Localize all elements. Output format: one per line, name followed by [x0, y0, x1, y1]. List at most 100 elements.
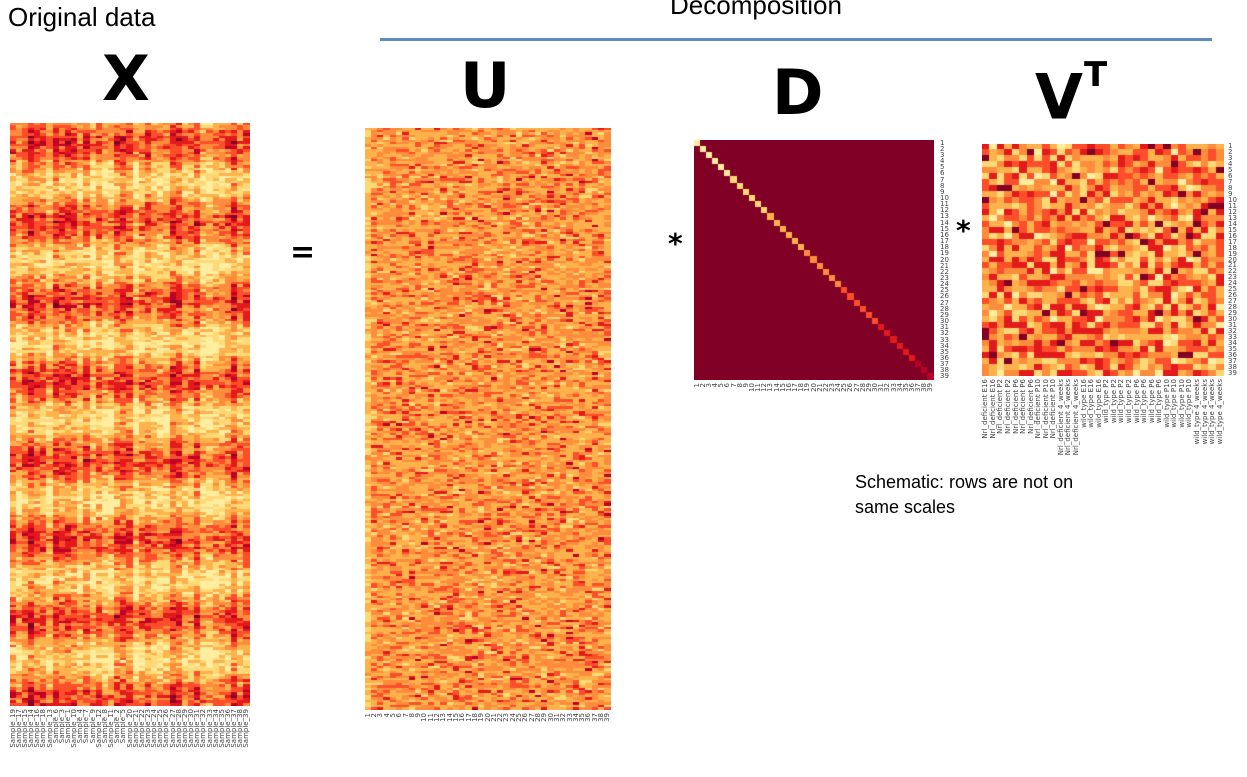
- d-row-label-21: 21: [940, 261, 949, 270]
- vt-row-label-35: 35: [1228, 344, 1237, 353]
- u-col-label-39: 39: [603, 713, 612, 722]
- vt-row-label-14: 14: [1228, 219, 1237, 228]
- d-row-label-29: 29: [940, 310, 949, 319]
- vt-row-label-2: 2: [1228, 148, 1233, 157]
- note-line-1: Schematic: rows are not on: [855, 472, 1074, 492]
- d-row-label-25: 25: [940, 286, 949, 295]
- d-row-label-11: 11: [940, 200, 949, 209]
- schematic-note: Schematic: rows are not on same scales: [855, 470, 1073, 520]
- vt-row-label-26: 26: [1228, 291, 1237, 300]
- d-row-label-37: 37: [940, 360, 949, 369]
- vt-row-label-1: 1: [1228, 142, 1233, 151]
- d-row-label-30: 30: [940, 317, 949, 326]
- d-row-label-5: 5: [940, 163, 945, 172]
- vt-row-label-34: 34: [1228, 338, 1237, 347]
- vt-col-label-4: Nrl_deficient P2: [1003, 379, 1012, 434]
- vt-row-label-6: 6: [1228, 172, 1233, 181]
- vt-row-label-12: 12: [1228, 207, 1237, 216]
- d-row-label-1: 1: [940, 138, 945, 147]
- vt-row-label-38: 38: [1228, 362, 1237, 371]
- d-row-label-28: 28: [940, 304, 949, 313]
- matrix-x-letter: X: [102, 42, 150, 115]
- d-row-label-24: 24: [940, 280, 949, 289]
- d-row-label-32: 32: [940, 329, 949, 338]
- d-row-label-22: 22: [940, 267, 949, 276]
- vt-row-label-32: 32: [1228, 326, 1237, 335]
- d-row-label-33: 33: [940, 335, 949, 344]
- d-row-label-31: 31: [940, 323, 949, 332]
- x-col-label-39: Sample_39: [242, 709, 251, 748]
- heatmap-u: [365, 128, 611, 710]
- matrix-v-char: V: [1035, 60, 1083, 134]
- d-row-label-13: 13: [940, 212, 949, 221]
- d-row-label-35: 35: [940, 347, 949, 356]
- equals-sign: =: [290, 235, 316, 270]
- vt-row-label-5: 5: [1228, 166, 1233, 175]
- d-row-label-26: 26: [940, 292, 949, 301]
- d-row-label-6: 6: [940, 169, 945, 178]
- d-row-label-14: 14: [940, 218, 949, 227]
- d-row-label-9: 9: [940, 187, 945, 196]
- d-row-label-15: 15: [940, 224, 949, 233]
- vt-row-label-27: 27: [1228, 297, 1237, 306]
- d-row-label-3: 3: [940, 150, 945, 159]
- d-row-label-8: 8: [940, 181, 945, 190]
- vt-row-label-8: 8: [1228, 184, 1233, 193]
- vt-row-label-39: 39: [1228, 368, 1237, 377]
- vt-row-label-11: 11: [1228, 201, 1237, 210]
- vt-row-label-15: 15: [1228, 225, 1237, 234]
- d-row-label-23: 23: [940, 273, 949, 282]
- d-row-label-39: 39: [940, 372, 949, 381]
- vt-col-label-32: wild_type 4_weeks: [1215, 379, 1224, 445]
- vt-row-label-23: 23: [1228, 273, 1237, 282]
- vt-row-label-21: 21: [1228, 261, 1237, 270]
- note-line-2: same scales: [855, 497, 956, 517]
- vt-row-label-31: 31: [1228, 320, 1237, 329]
- vt-row-label-24: 24: [1228, 279, 1237, 288]
- vt-row-label-20: 20: [1228, 255, 1237, 264]
- multiply-sign-2: *: [956, 214, 971, 247]
- vt-row-label-29: 29: [1228, 309, 1237, 318]
- matrix-u-letter: U: [460, 49, 511, 122]
- vt-row-label-3: 3: [1228, 154, 1233, 163]
- d-row-label-7: 7: [940, 175, 945, 184]
- heatmap-d: [694, 140, 934, 380]
- d-row-label-34: 34: [940, 341, 949, 350]
- d-col-label-39: 39: [926, 383, 935, 392]
- vt-row-label-30: 30: [1228, 314, 1237, 323]
- transpose-superscript: T: [1083, 55, 1108, 95]
- decomposition-label: Decomposition: [670, 0, 842, 20]
- heatmap-vt: [982, 144, 1224, 376]
- d-row-label-27: 27: [940, 298, 949, 307]
- matrix-d-letter: D: [772, 56, 824, 129]
- vt-row-label-16: 16: [1228, 231, 1237, 240]
- vt-row-label-28: 28: [1228, 303, 1237, 312]
- vt-row-label-25: 25: [1228, 285, 1237, 294]
- vt-col-label-13: Nrl_deficient 4_weeks: [1072, 379, 1081, 456]
- vt-row-label-36: 36: [1228, 350, 1237, 359]
- d-row-label-12: 12: [940, 206, 949, 215]
- d-row-label-36: 36: [940, 353, 949, 362]
- original-data-label: Original data: [8, 2, 156, 32]
- vt-row-label-33: 33: [1228, 332, 1237, 341]
- vt-col-label-29: wild_type 4_weeks: [1193, 379, 1202, 445]
- vt-row-label-9: 9: [1228, 190, 1233, 199]
- d-row-label-16: 16: [940, 230, 949, 239]
- vt-row-label-19: 19: [1228, 249, 1237, 258]
- vt-row-label-22: 22: [1228, 267, 1237, 276]
- vt-row-label-18: 18: [1228, 243, 1237, 252]
- d-row-label-10: 10: [940, 193, 949, 202]
- vt-row-label-13: 13: [1228, 213, 1237, 222]
- d-row-label-17: 17: [940, 237, 949, 246]
- matrix-vt-letter: VT: [1035, 58, 1107, 128]
- d-row-label-38: 38: [940, 366, 949, 375]
- d-row-label-4: 4: [940, 157, 945, 166]
- vt-col-label-20: wild_type P2: [1124, 379, 1133, 424]
- d-row-label-19: 19: [940, 249, 949, 258]
- d-row-label-20: 20: [940, 255, 949, 264]
- vt-row-label-37: 37: [1228, 356, 1237, 365]
- vt-row-label-10: 10: [1228, 196, 1237, 204]
- decomposition-rule: [380, 38, 1212, 41]
- multiply-sign-1: *: [668, 227, 683, 260]
- vt-row-label-7: 7: [1228, 178, 1233, 187]
